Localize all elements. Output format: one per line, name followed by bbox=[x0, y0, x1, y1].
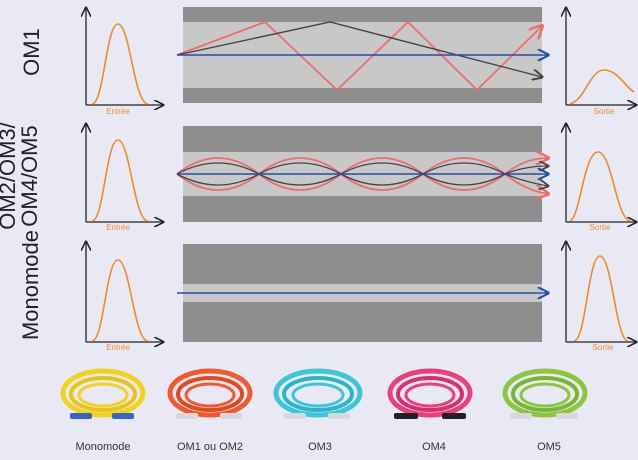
cable-image-om1-om2 bbox=[167, 368, 253, 419]
graded-index-rays bbox=[176, 158, 548, 194]
output-pulse-curve bbox=[569, 69, 635, 105]
row-monomode: Entrée Sortie bbox=[86, 242, 636, 352]
input-pulse-curve bbox=[91, 23, 149, 105]
cable-row bbox=[60, 368, 588, 419]
output-label: Sortie bbox=[593, 343, 614, 352]
output-pulse-curve bbox=[573, 255, 629, 342]
cable-caption-om5: OM5 bbox=[537, 441, 561, 453]
ray-red bbox=[176, 20, 542, 92]
cable-caption-om4: OM4 bbox=[422, 441, 446, 453]
cable-image-monomode bbox=[60, 368, 146, 419]
input-pulse-curve bbox=[91, 259, 149, 342]
output-pulse-plot-om1: Sortie bbox=[566, 8, 636, 116]
input-pulse-plot-om2-om5: Entrée bbox=[86, 124, 163, 232]
output-label: Sortie bbox=[590, 223, 611, 232]
cable-caption-om3: OM3 bbox=[308, 441, 332, 453]
input-label: Entrée bbox=[106, 343, 130, 352]
cable-image-om4 bbox=[387, 368, 473, 419]
cable-caption-monomode: Monomode bbox=[75, 441, 131, 453]
cable-image-om3 bbox=[273, 368, 363, 419]
row-om2-om5: Entrée Sortie bbox=[86, 124, 636, 232]
cable-image-om5 bbox=[502, 368, 588, 419]
input-label: Entrée bbox=[106, 223, 130, 232]
input-label: Entrée bbox=[106, 107, 130, 116]
output-pulse-plot-monomode: Sortie bbox=[566, 242, 636, 352]
ray-dark bbox=[176, 21, 542, 77]
fiber-monomode bbox=[177, 244, 548, 342]
output-pulse-curve bbox=[569, 151, 631, 222]
input-pulse-plot-om1: Entrée bbox=[86, 8, 163, 116]
fiber-om2-om5 bbox=[176, 126, 548, 222]
input-pulse-curve bbox=[91, 139, 149, 222]
fiber-om1 bbox=[176, 7, 548, 103]
output-label: Sortie bbox=[594, 107, 615, 116]
row-om1: Entrée Sortie bbox=[86, 7, 636, 116]
input-pulse-plot-monomode: Entrée bbox=[86, 242, 163, 352]
cable-caption-om1-om2: OM1 ou OM2 bbox=[176, 441, 244, 453]
output-pulse-plot-om2-om5: Sortie bbox=[566, 124, 636, 232]
